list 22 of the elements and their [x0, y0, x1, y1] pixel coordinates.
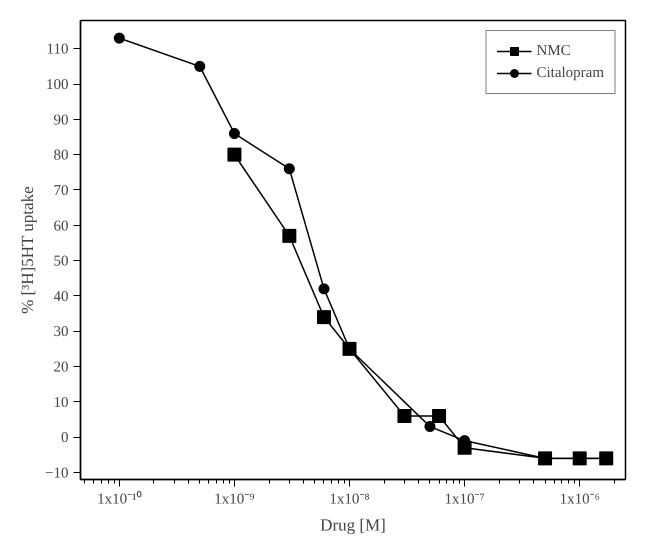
y-tick-label: 30	[54, 324, 68, 340]
y-tick-label: 110	[46, 42, 69, 58]
y-tick-label: 80	[54, 148, 68, 164]
y-tick-label: 10	[54, 394, 68, 411]
x-tick-label: 1x10⁻⁸	[329, 492, 370, 508]
y-tick-label: −10	[45, 465, 69, 482]
y-axis-title: % [³H]5HT uptake	[18, 186, 38, 314]
x-tick-label: 1x10⁻⁶	[560, 492, 600, 508]
y-tick-label: 40	[54, 288, 68, 305]
y-tick-label: 20	[54, 360, 68, 376]
legend-label: Citalopram	[536, 64, 604, 82]
x-tick-label: 1x10⁻⁷	[444, 492, 485, 508]
y-tick-label: 50	[54, 254, 68, 270]
x-tick-label: 1x10⁻¹⁰	[97, 490, 142, 508]
x-axis-title: Drug [M]	[320, 516, 386, 534]
y-tick-label: 60	[54, 218, 68, 234]
legend-label: NMC	[536, 42, 571, 60]
y-tick-label: 0	[61, 430, 68, 446]
y-tick-label: 90	[54, 112, 68, 128]
y-tick-label: 100	[46, 77, 68, 94]
x-tick-label: 1x10⁻⁹	[214, 492, 255, 508]
y-tick-label: 70	[54, 182, 68, 199]
